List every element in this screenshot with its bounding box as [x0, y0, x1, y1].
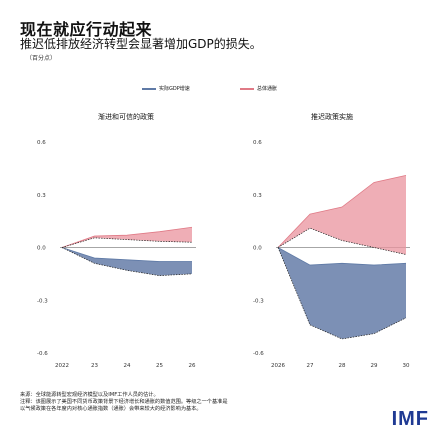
x-tick-label: 2022: [55, 363, 69, 369]
note-line-2: 以气候政策在各年度内对核心通胀指数（通胀）会带来较大的经济影响为基本。: [20, 406, 202, 412]
y-tick-label: -0.3: [253, 298, 264, 304]
gdp-band: [278, 247, 406, 339]
inflation-lower-line: [277, 227, 407, 255]
x-tick-label: 24: [124, 363, 131, 369]
chart-title: 现在就应行动起来: [20, 20, 153, 39]
y-tick-label: -0.3: [37, 298, 48, 304]
gdp-upper-line: [277, 247, 407, 266]
imf-logo: IMF: [391, 408, 429, 430]
y-tick-label: 0.6: [253, 140, 262, 146]
inflation-upper-line: [277, 175, 407, 248]
gdp-upper-line: [61, 247, 192, 262]
x-tick-label: 26: [189, 363, 196, 369]
x-tick-label: 25: [156, 363, 163, 369]
panel-title-left: 渐进和可信的政策: [98, 113, 154, 121]
legend-item-gdp: 实际GDP增速: [142, 85, 190, 92]
x-tick-label: 28: [339, 363, 346, 369]
y-tick-label: -0.6: [37, 351, 48, 357]
x-tick-label: 27: [307, 363, 314, 369]
x-tick-label: 23: [91, 363, 98, 369]
y-tick-label: 0.0: [253, 246, 262, 252]
y-tick-label: 0.3: [253, 193, 262, 199]
gdp-lower-line: [277, 247, 407, 340]
chart-subtitle: 推迟低排放经济转型会显著增加GDP的损失。: [20, 37, 262, 51]
unit-label: （百分点）: [26, 55, 57, 62]
note-line-1: 注释：该图展示了美国不同货币政策背景下经济增长和通胀的数值范围。等级之一个基准是: [20, 399, 228, 405]
gdp-band: [62, 247, 192, 276]
y-tick-label: 0.3: [37, 193, 46, 199]
x-tick-label: 30: [403, 363, 410, 369]
legend: 实际GDP增速 总体通胀: [0, 85, 447, 95]
inflation-band: [278, 175, 406, 255]
inflation-band: [62, 227, 192, 248]
inflation-upper-line: [61, 226, 193, 248]
legend-item-inflation: 总体通胀: [240, 85, 277, 92]
y-tick-label: 0.6: [37, 140, 46, 146]
x-tick-label: 2026: [271, 363, 285, 369]
y-tick-label: -0.6: [253, 351, 264, 357]
y-tick-label: 0.0: [37, 246, 46, 252]
legend-swatch-gdp: [142, 87, 156, 90]
legend-swatch-inflation: [240, 87, 254, 90]
source-note: 来源：全球能源转型宏观经济模型以及IMF工作人员的估计。: [20, 392, 159, 398]
legend-label-gdp: 实际GDP增速: [159, 86, 190, 92]
inflation-lower-line: [61, 237, 193, 248]
panel-title-right: 推迟政策实施: [311, 113, 353, 121]
x-tick-label: 29: [371, 363, 378, 369]
legend-label-inflation: 总体通胀: [257, 86, 278, 92]
